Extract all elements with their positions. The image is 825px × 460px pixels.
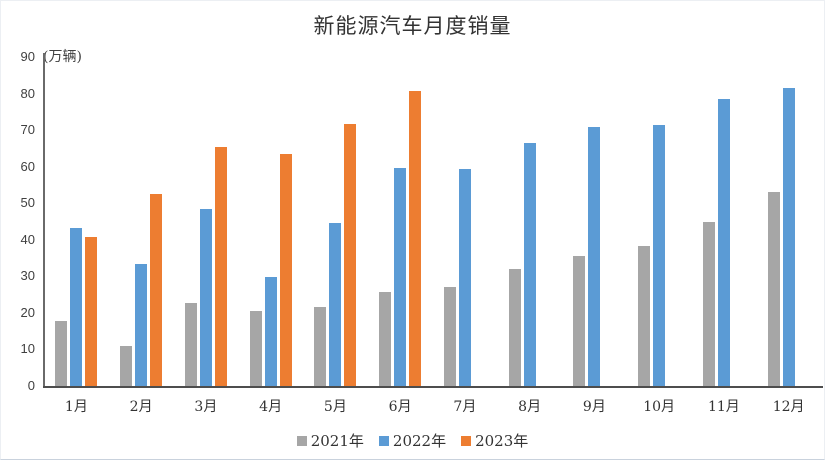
y-axis-tick-label: 70 — [20, 122, 35, 138]
x-axis-label: 12月 — [772, 399, 805, 415]
bar-2021年-4月 — [249, 310, 262, 386]
month-group: 6月 — [379, 57, 422, 415]
month-group: 3月 — [184, 57, 227, 415]
bar-2021年-5月 — [314, 306, 327, 386]
month-group: 5月 — [314, 57, 357, 415]
x-axis-label: 2月 — [129, 399, 153, 415]
x-axis-line — [43, 386, 823, 388]
bar-2023年-1月 — [85, 236, 98, 386]
bar-2021年-12月 — [767, 191, 780, 386]
legend-label: 2021年 — [310, 432, 364, 450]
bar-2021年-2月 — [120, 345, 133, 386]
y-axis-tick-label: 10 — [20, 341, 35, 357]
bar-2021年-11月 — [702, 221, 715, 386]
bar-2022年-10月 — [653, 125, 666, 386]
bar-2021年-10月 — [638, 246, 651, 386]
bar-2022年-3月 — [199, 209, 212, 386]
bar-2023年-3月 — [214, 147, 227, 386]
bar-2022年-7月 — [458, 169, 471, 386]
bar-2021年-1月 — [55, 320, 68, 386]
legend-item-2023年: 2023年 — [461, 430, 528, 451]
y-axis-tick-label: 30 — [20, 268, 35, 284]
month-group: 11月 — [702, 57, 745, 415]
month-group: 12月 — [767, 57, 810, 415]
y-axis-tick-label: 0 — [27, 378, 35, 393]
x-axis-label: 8月 — [518, 399, 542, 415]
y-axis-line — [43, 53, 45, 388]
legend-label: 2022年 — [392, 432, 447, 450]
x-axis-label: 5月 — [323, 399, 347, 415]
month-group: 1月 — [55, 57, 98, 415]
bar-2022年-5月 — [329, 222, 342, 386]
bar-2021年-6月 — [379, 292, 392, 386]
bar-2021年-3月 — [184, 303, 197, 386]
y-axis-tick-label: 20 — [20, 304, 35, 320]
chart-title: 新能源汽车月度销量 — [313, 14, 512, 38]
legend-item-2022年: 2022年 — [378, 430, 447, 451]
x-axis-label: 4月 — [259, 399, 283, 415]
bar-2023年-5月 — [344, 123, 357, 386]
bar-2022年-6月 — [394, 168, 407, 386]
bar-2021年-7月 — [443, 286, 456, 386]
plot-area: 1月 2月 3月 4月 5月 6月 7月 8月 9月 10月 11月 12月 — [44, 57, 821, 415]
legend-item-2021年: 2021年 — [296, 430, 364, 451]
x-axis-label: 9月 — [582, 399, 606, 415]
bar-2022年-11月 — [717, 98, 730, 386]
y-axis-unit-label: (万辆) — [43, 49, 82, 65]
bar-2021年-9月 — [573, 255, 586, 386]
legend-swatch — [378, 435, 389, 446]
x-axis-label: 6月 — [388, 399, 412, 415]
legend-swatch — [461, 435, 472, 446]
bar-2023年-6月 — [409, 91, 422, 386]
bar-2022年-9月 — [588, 127, 601, 386]
legend-swatch — [296, 435, 307, 446]
x-axis-label: 7月 — [453, 399, 477, 415]
bar-2022年-12月 — [782, 88, 795, 386]
bar-2023年-4月 — [279, 153, 292, 386]
x-axis-label: 1月 — [64, 399, 88, 415]
bar-2022年-8月 — [523, 142, 536, 386]
y-axis-tick-label: 80 — [20, 85, 35, 101]
bar-2021年-8月 — [508, 268, 521, 386]
x-axis-label: 3月 — [194, 399, 218, 415]
month-group: 10月 — [638, 57, 680, 415]
month-group: 7月 — [443, 57, 486, 415]
bar-2023年-2月 — [150, 194, 163, 386]
legend-label: 2023年 — [475, 432, 529, 450]
month-group: 8月 — [508, 57, 551, 415]
bar-2022年-2月 — [135, 263, 148, 386]
x-axis-label: 11月 — [707, 399, 740, 415]
month-group: 9月 — [573, 57, 615, 415]
bar-2022年-1月 — [70, 228, 83, 386]
y-axis-tick-label: 50 — [20, 195, 35, 211]
legend: 2021年 2022年 2023年 — [1, 430, 824, 451]
month-group: 4月 — [249, 57, 292, 415]
bar-2022年-4月 — [264, 276, 277, 386]
y-axis-tick-label: 40 — [20, 231, 35, 247]
y-axis-tick-label: 90 — [20, 49, 35, 64]
y-axis-tick-label: 60 — [20, 158, 35, 174]
month-group: 2月 — [120, 57, 163, 415]
x-axis-label: 10月 — [643, 399, 676, 415]
